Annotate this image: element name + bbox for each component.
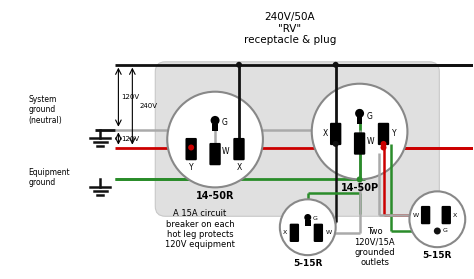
Text: W: W (325, 230, 331, 235)
FancyBboxPatch shape (290, 224, 299, 242)
Circle shape (356, 176, 363, 182)
Text: X: X (453, 213, 457, 218)
FancyBboxPatch shape (421, 206, 430, 224)
Text: W: W (366, 137, 374, 146)
FancyBboxPatch shape (233, 138, 245, 160)
Circle shape (333, 62, 338, 68)
Text: X: X (237, 163, 242, 172)
FancyBboxPatch shape (305, 220, 310, 226)
Circle shape (236, 62, 242, 68)
Text: System
ground
(neutral): System ground (neutral) (29, 95, 63, 124)
Circle shape (280, 199, 336, 255)
Text: A 15A circuit
breaker on each
hot leg protects
120V equipment: A 15A circuit breaker on each hot leg pr… (165, 209, 235, 249)
Text: 14-50R: 14-50R (196, 191, 234, 201)
Circle shape (210, 116, 219, 125)
Circle shape (381, 141, 386, 147)
FancyBboxPatch shape (210, 143, 221, 165)
Text: W: W (412, 213, 419, 218)
Circle shape (355, 109, 364, 118)
Text: 14-50P: 14-50P (340, 183, 379, 193)
Text: Y: Y (392, 129, 396, 138)
Text: G: G (366, 112, 373, 121)
Text: G: G (442, 229, 447, 234)
FancyBboxPatch shape (378, 123, 389, 145)
Text: Equipment
ground: Equipment ground (29, 168, 70, 187)
Circle shape (333, 141, 338, 147)
FancyBboxPatch shape (330, 123, 341, 145)
FancyBboxPatch shape (185, 138, 197, 160)
Text: 240V/50A
"RV"
receptacle & plug: 240V/50A "RV" receptacle & plug (244, 12, 336, 45)
Text: G: G (313, 217, 318, 221)
Text: Y: Y (189, 163, 193, 172)
Text: Two
120V/15A
grounded
outlets: Two 120V/15A grounded outlets (354, 227, 395, 268)
Text: 240V: 240V (139, 103, 157, 109)
FancyBboxPatch shape (155, 62, 439, 216)
Circle shape (434, 227, 441, 234)
Circle shape (381, 145, 386, 150)
FancyBboxPatch shape (354, 132, 365, 155)
Text: 5-15R: 5-15R (423, 251, 452, 260)
Circle shape (410, 191, 465, 247)
Circle shape (312, 84, 408, 179)
Text: G: G (222, 118, 228, 127)
Text: X: X (283, 230, 287, 235)
FancyBboxPatch shape (442, 206, 451, 224)
Text: 120V: 120V (121, 136, 139, 141)
Text: W: W (222, 146, 229, 156)
FancyBboxPatch shape (314, 224, 323, 242)
Text: 120V: 120V (121, 94, 139, 100)
Circle shape (304, 214, 311, 221)
Text: 5-15R: 5-15R (293, 259, 322, 268)
Circle shape (167, 92, 263, 187)
Circle shape (188, 145, 194, 150)
FancyBboxPatch shape (212, 124, 218, 131)
Text: X: X (322, 129, 328, 138)
FancyBboxPatch shape (357, 117, 363, 124)
